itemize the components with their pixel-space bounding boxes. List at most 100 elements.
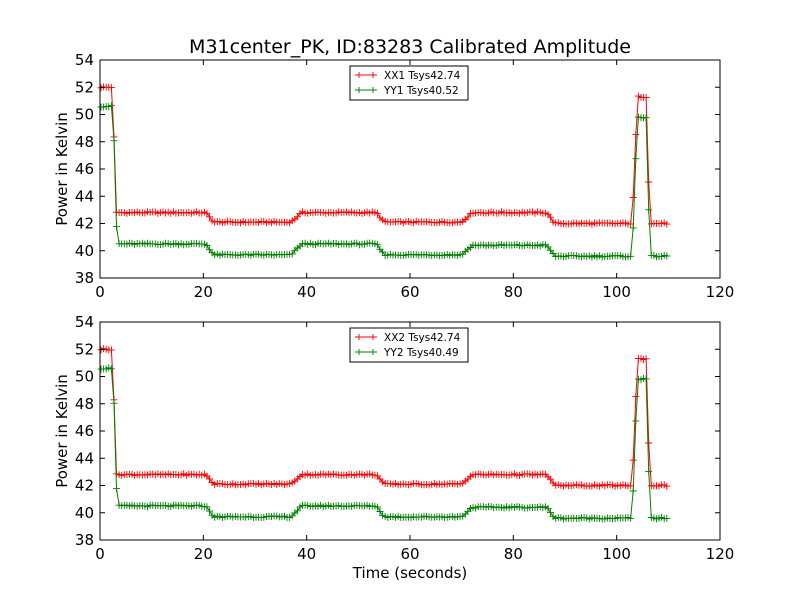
legend-marker xyxy=(356,72,376,78)
data-point xyxy=(547,475,554,483)
data-point xyxy=(547,213,554,221)
x-tick-label: 120 xyxy=(706,545,735,563)
data-point xyxy=(642,355,650,363)
y-tick-label: 52 xyxy=(75,78,94,96)
data-point xyxy=(376,508,384,515)
data-point xyxy=(110,137,118,145)
data-point xyxy=(107,346,115,354)
series-markers-1 xyxy=(97,345,671,490)
data-point xyxy=(206,507,213,515)
data-point xyxy=(113,223,120,231)
bottom-chart: 0 20 40 60 80 100 120 38 40 42 44 46 48 50 52 54 Power i… xyxy=(53,313,734,582)
y-tick-label: 40 xyxy=(75,242,94,260)
data-point xyxy=(107,102,115,110)
data-point xyxy=(663,220,671,228)
y-tick-label: 52 xyxy=(75,340,94,358)
data-point xyxy=(629,487,637,495)
figure-title: M31center_PK, ID:83283 Calibrated Amplit… xyxy=(189,36,631,58)
legend-entry: XX2 Tsys42.74 xyxy=(384,332,461,344)
legend: XX2 Tsys42.74 YY2 Tsys40.49 xyxy=(349,327,469,363)
data-point xyxy=(627,252,635,260)
y-tick-label: 54 xyxy=(75,313,94,331)
data-point xyxy=(288,250,296,258)
data-point xyxy=(107,365,115,373)
data-point xyxy=(629,194,637,201)
top-chart: 0 20 40 60 80 100 120 38 40 42 44 46 48 50 52 54 Power i… xyxy=(53,51,734,301)
y-tick-label: 48 xyxy=(75,395,94,413)
x-tick-label: 20 xyxy=(194,283,213,301)
y-tick-label: 42 xyxy=(75,215,94,233)
x-tick-label: 120 xyxy=(706,283,735,301)
data-point xyxy=(632,131,640,139)
legend-entry: XX1 Tsys42.74 xyxy=(384,70,461,82)
data-point xyxy=(632,393,640,401)
y-tick-label: 46 xyxy=(75,422,94,440)
legend: XX1 Tsys42.74 YY1 Tsys40.52 xyxy=(349,65,469,101)
x-tick-label: 60 xyxy=(400,545,419,563)
x-tick-label: 20 xyxy=(194,545,213,563)
legend-box xyxy=(349,327,469,363)
x-axis-label: Time (seconds) xyxy=(352,564,468,582)
data-point xyxy=(293,507,301,515)
data-point xyxy=(547,509,554,517)
data-point xyxy=(645,206,653,214)
x-tick-label: 100 xyxy=(602,545,631,563)
data-point xyxy=(642,114,650,122)
data-point xyxy=(544,504,552,512)
legend-marker xyxy=(356,87,376,93)
data-point xyxy=(645,468,653,476)
legend-box xyxy=(349,65,469,101)
x-tick-label: 60 xyxy=(400,283,419,301)
data-point xyxy=(206,475,213,483)
legend-entry: YY1 Tsys40.52 xyxy=(383,85,459,97)
x-tick-label: 40 xyxy=(297,545,316,563)
data-point xyxy=(629,224,637,232)
y-tick-label: 40 xyxy=(75,504,94,522)
data-point xyxy=(373,503,381,511)
data-point xyxy=(203,242,211,249)
data-point xyxy=(663,482,671,490)
data-point xyxy=(464,213,472,221)
data-point xyxy=(379,248,387,256)
data-point xyxy=(663,514,671,522)
y-tick-label: 38 xyxy=(75,531,94,549)
data-point xyxy=(642,94,650,101)
y-axis-label: Power in Kelvin xyxy=(53,374,71,488)
data-point xyxy=(107,84,115,92)
y-tick-label: 38 xyxy=(75,269,94,287)
data-point xyxy=(629,456,637,464)
data-point xyxy=(627,514,635,522)
y-tick-label: 42 xyxy=(75,477,94,495)
x-tick-label: 0 xyxy=(95,283,105,301)
y-tick-label: 44 xyxy=(75,187,94,205)
series-markers-2 xyxy=(97,102,671,261)
x-tick-label: 0 xyxy=(95,545,105,563)
y-axis-label: Power in Kelvin xyxy=(53,112,71,226)
data-point xyxy=(663,252,671,260)
series-markers-1 xyxy=(97,83,671,228)
x-tick-label: 80 xyxy=(504,283,523,301)
data-point xyxy=(632,417,640,425)
x-tick-label: 80 xyxy=(504,545,523,563)
series-markers-2 xyxy=(97,364,671,523)
data-point xyxy=(645,439,653,447)
y-tick-label: 50 xyxy=(75,368,94,386)
y-tick-label: 44 xyxy=(75,449,94,467)
y-tick-label: 48 xyxy=(75,133,94,151)
data-point xyxy=(632,155,640,163)
y-tick-label: 46 xyxy=(75,160,94,178)
y-tick-label: 50 xyxy=(75,106,94,124)
data-point xyxy=(203,503,211,511)
y-tick-label: 54 xyxy=(75,51,94,69)
x-tick-label: 100 xyxy=(602,283,631,301)
data-point xyxy=(642,375,650,383)
data-point xyxy=(373,209,381,217)
legend-marker xyxy=(356,349,376,355)
data-point xyxy=(113,484,120,492)
legend-marker xyxy=(356,334,376,340)
data-point xyxy=(373,241,381,249)
data-point xyxy=(645,178,653,186)
legend-entry: YY2 Tsys40.49 xyxy=(383,347,459,359)
x-tick-label: 40 xyxy=(297,283,316,301)
